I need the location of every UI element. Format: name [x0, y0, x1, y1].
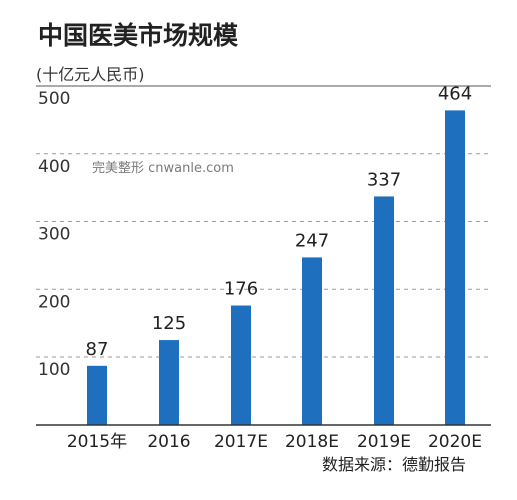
- x-tick-label: 2017E: [214, 432, 268, 452]
- data-labels: 87 125 176 247 337 464: [86, 83, 473, 359]
- gridlines: [36, 85, 491, 358]
- y-tick-label: 300: [38, 225, 70, 245]
- y-tick-label: 100: [38, 360, 70, 380]
- data-label: 464: [438, 83, 472, 104]
- bar: [231, 305, 251, 425]
- bar: [302, 257, 322, 425]
- watermark: 完美整形 cnwanle.com: [92, 161, 234, 176]
- x-tick-labels: 2015年 2016 2017E 2018E 2019E 2020E: [67, 432, 482, 452]
- x-tick-label: 2018E: [285, 432, 339, 452]
- data-label: 337: [367, 169, 401, 190]
- chart-title: 中国医美市场规模: [38, 21, 239, 50]
- x-tick-label: 2015年: [67, 432, 127, 452]
- bars: [87, 110, 465, 425]
- bar: [159, 340, 179, 425]
- x-tick-label: 2019E: [357, 432, 411, 452]
- y-tick-label: 200: [38, 292, 70, 312]
- data-label: 87: [86, 339, 109, 360]
- data-label: 247: [295, 230, 329, 251]
- data-label: 176: [224, 279, 258, 300]
- data-label: 125: [152, 313, 186, 334]
- y-tick-labels: 100 200 300 400 500: [38, 89, 70, 380]
- bar: [445, 110, 465, 425]
- x-tick-label: 2016: [147, 432, 190, 452]
- bar: [374, 196, 394, 425]
- source-note: 数据来源：德勤报告: [322, 455, 466, 474]
- bar: [87, 365, 107, 425]
- y-axis-label: (十亿元人民币): [36, 65, 145, 84]
- x-tick-label: 2020E: [428, 432, 482, 452]
- y-tick-label: 400: [38, 157, 70, 177]
- y-tick-label: 500: [38, 89, 70, 109]
